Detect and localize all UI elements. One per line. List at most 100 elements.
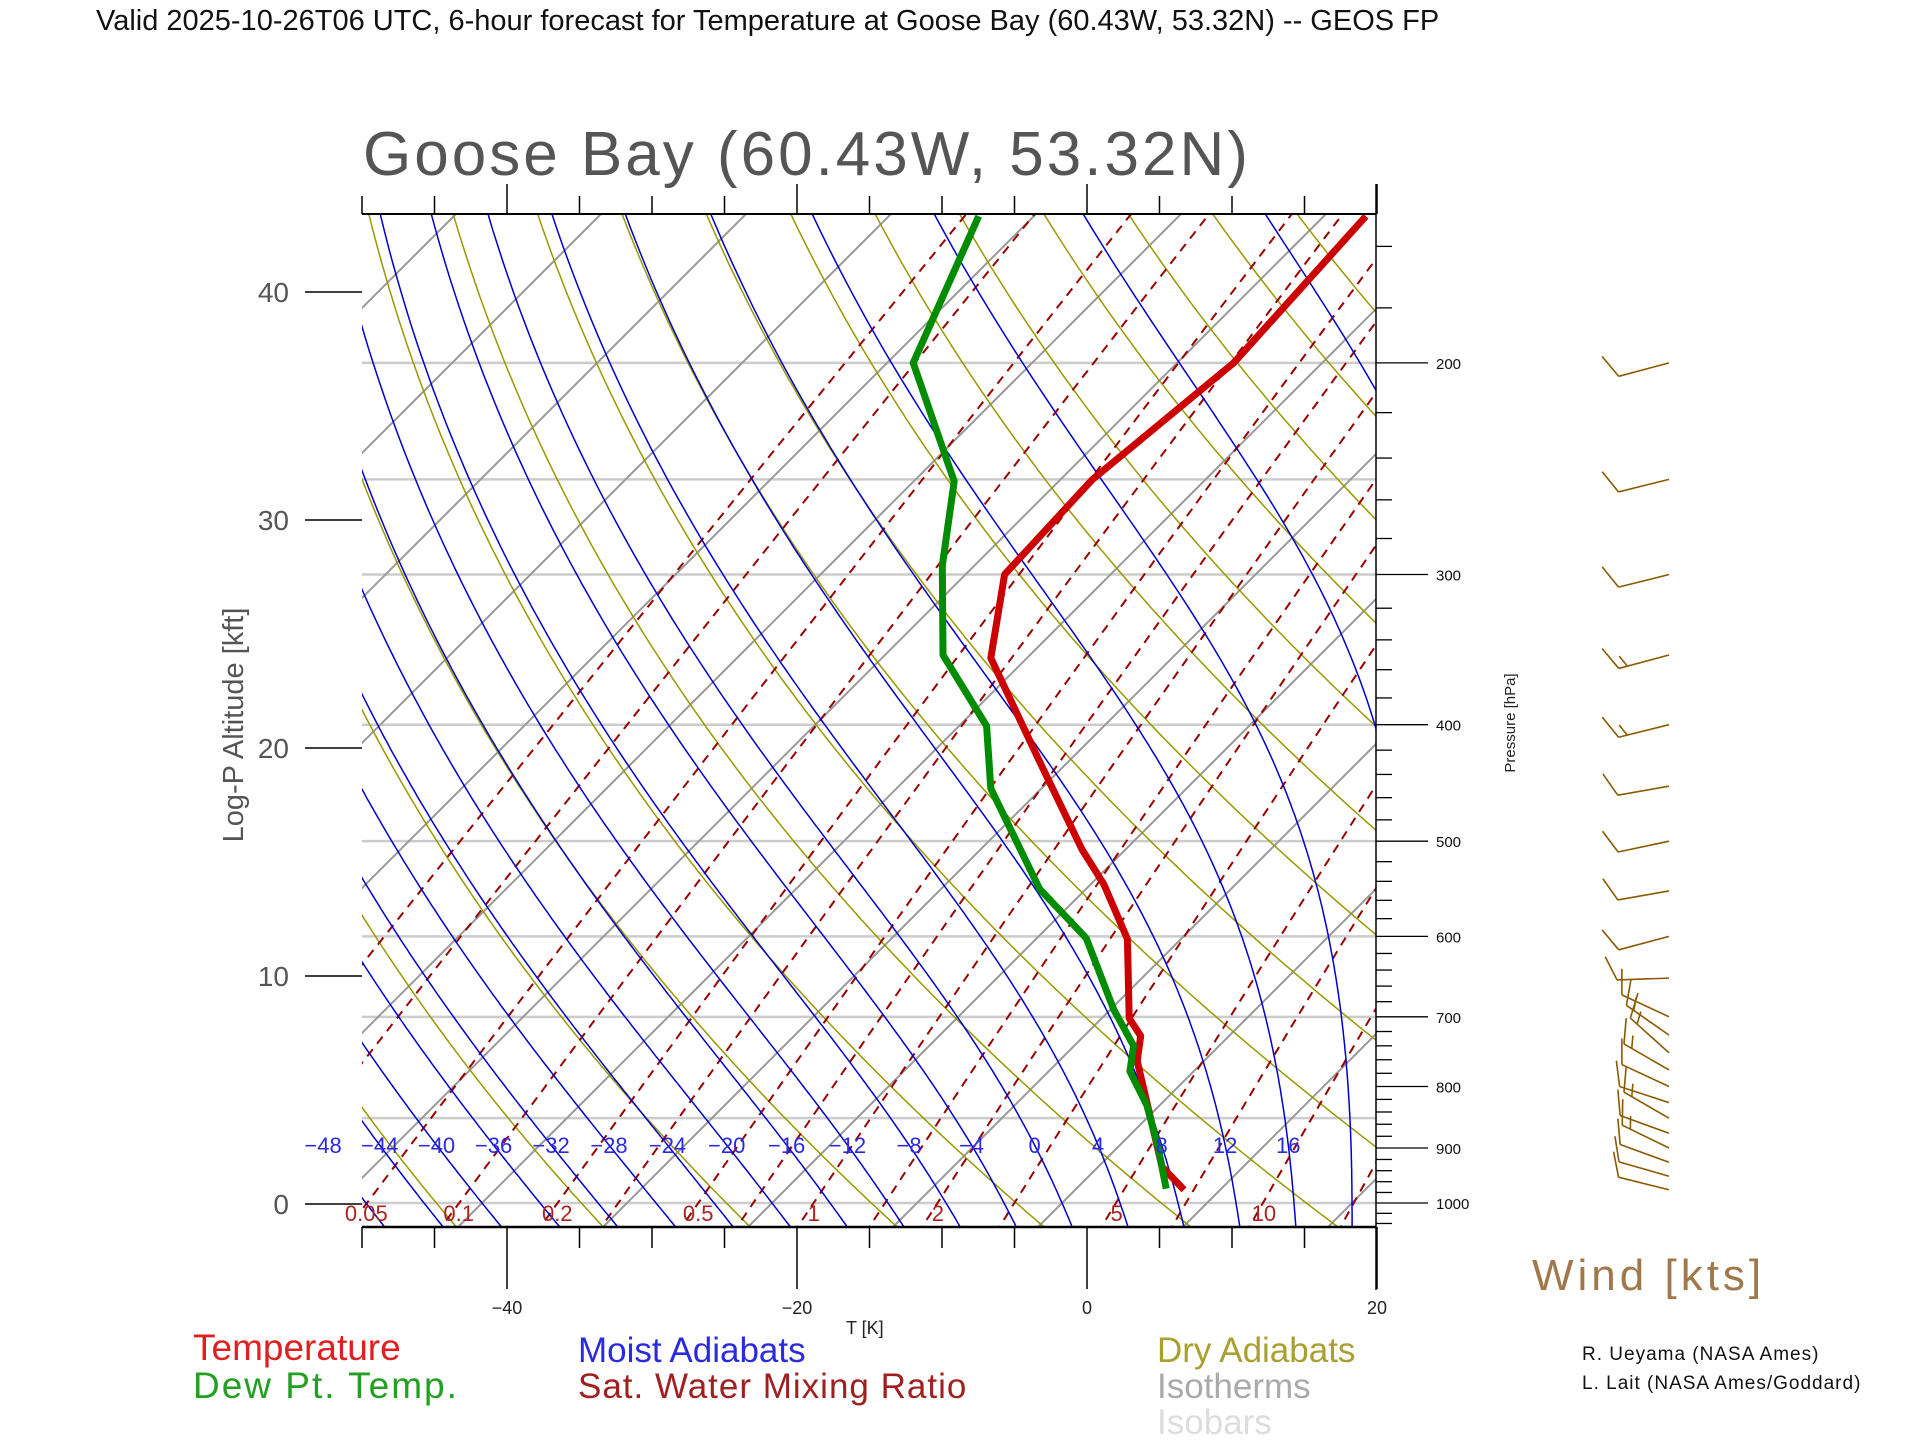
wind-barb bbox=[1602, 878, 1670, 901]
mixing-ratio-label: 1 bbox=[808, 1201, 820, 1226]
pressure-tick-label: 500 bbox=[1436, 834, 1461, 851]
x-axis-label: T [K] bbox=[846, 1318, 884, 1338]
wind-barb-staff bbox=[1629, 1017, 1670, 1054]
moist-adiabat-label: 8 bbox=[1155, 1133, 1167, 1158]
isotherm-line bbox=[601, 452, 1376, 1227]
wind-barb-staff bbox=[1619, 1114, 1670, 1135]
mixing-ratio-line bbox=[735, 320, 1376, 1227]
isotherm-line bbox=[362, 214, 1328, 1180]
dry-adiabat-line bbox=[1296, 214, 1376, 314]
dry-adiabat-line bbox=[1683, 177, 1920, 1234]
mixing-ratio-line bbox=[1100, 783, 1376, 1227]
wind-barb bbox=[1602, 773, 1670, 796]
moist-adiabat-label: −8 bbox=[897, 1133, 922, 1158]
pressure-tick-label: 700 bbox=[1436, 1010, 1461, 1027]
x-tick-label: −20 bbox=[782, 1298, 813, 1318]
legend-dewpoint: Dew Pt. Temp. bbox=[193, 1365, 459, 1406]
dry-adiabat-line bbox=[362, 1106, 458, 1227]
wind-barb bbox=[1601, 471, 1670, 493]
moist-adiabat-line bbox=[362, 692, 735, 1227]
dry-adiabat-line bbox=[789, 214, 1376, 936]
wind-barb-flag bbox=[1617, 1089, 1621, 1116]
line-labels: −48 −44 −40 −36 −32 −28 −24 −20 −16 −12 −8 −4 0 4 8 12 1… bbox=[304, 1133, 1300, 1226]
wind-barb-flag bbox=[1604, 956, 1618, 981]
wind-barb-staff bbox=[1621, 1124, 1670, 1149]
wind-barb bbox=[1621, 968, 1670, 1018]
x-tick-label: 0 bbox=[1082, 1298, 1092, 1318]
isotherm-line bbox=[0, 177, 348, 1234]
isotherm-line bbox=[362, 214, 603, 455]
moist-adiabat-line bbox=[1264, 214, 1376, 392]
mixing-ratio-line bbox=[1404, 177, 1920, 1234]
dry-adiabat-line bbox=[362, 913, 605, 1227]
isotherm-line bbox=[362, 214, 748, 600]
dry-adiabat-line bbox=[1848, 177, 1920, 1234]
dry-adiabat-line bbox=[705, 214, 1376, 1042]
legend-isotherms: Isotherms bbox=[1157, 1367, 1311, 1406]
mixing-ratio-line bbox=[920, 543, 1376, 1227]
wind-barb bbox=[1601, 929, 1670, 951]
wind-barb-staff bbox=[1617, 977, 1670, 981]
wind-barb bbox=[1614, 1136, 1670, 1177]
mixing-ratio-line bbox=[600, 214, 1344, 1227]
wind-barb-half-flag bbox=[1618, 655, 1629, 667]
mixing-ratio-line bbox=[539, 214, 1294, 1227]
wind-barb-flag bbox=[1602, 878, 1619, 901]
y-axis-label: Log-P Altitude [kft] bbox=[218, 608, 250, 843]
y-tick-label: 30 bbox=[258, 505, 289, 536]
wind-barb bbox=[1601, 566, 1670, 588]
wind-barb bbox=[1604, 956, 1670, 981]
moist-adiabat-label: −4 bbox=[959, 1133, 984, 1158]
wind-barb bbox=[1623, 1017, 1670, 1071]
mixing-ratio-line bbox=[362, 214, 1133, 1212]
dry-adiabat-line bbox=[368, 214, 1046, 1227]
wind-barb-staff bbox=[1618, 478, 1670, 493]
background-lines bbox=[0, 177, 1920, 1234]
legend-mixing-ratio: Sat. Water Mixing Ratio bbox=[578, 1367, 967, 1406]
mixing-ratio-label: 0.5 bbox=[683, 1201, 714, 1226]
pressure-tick-label: 400 bbox=[1436, 718, 1461, 735]
moist-adiabat-label: 16 bbox=[1276, 1133, 1300, 1158]
mixing-ratio-line bbox=[1502, 177, 1920, 1234]
axes: −40 −20 0 200102030402003004005006007008009… bbox=[258, 184, 1469, 1318]
moist-adiabat-line bbox=[811, 214, 1297, 1227]
credit-line-2: L. Lait (NASA Ames/Goddard) bbox=[1582, 1373, 1861, 1394]
moist-adiabat-line bbox=[551, 214, 1129, 1227]
wind-barb-staff bbox=[1619, 1085, 1670, 1104]
wind-barb bbox=[1623, 1066, 1670, 1119]
moist-adiabat-label: −48 bbox=[304, 1133, 341, 1158]
wind-barb-staff bbox=[1619, 1143, 1670, 1164]
pressure-tick-label: 200 bbox=[1436, 356, 1461, 373]
wind-barb-flag bbox=[1601, 830, 1619, 853]
isotherm-line bbox=[1181, 1032, 1376, 1227]
temperature-profile-line bbox=[987, 214, 1369, 1193]
wind-barb-flag bbox=[1614, 1136, 1620, 1163]
isotherm-line bbox=[746, 597, 1376, 1227]
wind-barb-staff bbox=[1617, 840, 1670, 853]
wind-barb-flag bbox=[1601, 716, 1620, 738]
credit-line-1: R. Ueyama (NASA Ames) bbox=[1582, 1344, 1819, 1365]
legend-isobars: Isobars bbox=[1157, 1403, 1272, 1440]
wind-barb-staff bbox=[1617, 785, 1670, 796]
dewpoint-profile-line bbox=[909, 214, 1170, 1190]
wind-barb-flag bbox=[1623, 1066, 1628, 1093]
moist-adiabat-line bbox=[379, 214, 962, 1227]
wind-barb bbox=[1601, 355, 1670, 378]
moist-adiabat-line bbox=[362, 787, 677, 1227]
page-title: Valid 2025-10-26T06 UTC, 6-hour forecast… bbox=[96, 5, 1439, 37]
pressure-tick-label: 800 bbox=[1436, 1080, 1461, 1097]
moist-adiabat-line bbox=[1456, 177, 1589, 1234]
x-tick-label: −40 bbox=[492, 1298, 523, 1318]
wind-barb-flag bbox=[1601, 929, 1620, 951]
wind-barb-half-flag bbox=[1618, 724, 1628, 736]
wind-barb bbox=[1601, 830, 1670, 853]
wind-barb-half-flag bbox=[1636, 1011, 1642, 1025]
wind-barb-flag bbox=[1629, 992, 1639, 1019]
mixing-ratio-label: 10 bbox=[1252, 1201, 1276, 1226]
moist-adiabat-line bbox=[430, 214, 1018, 1227]
moist-adiabat-label: 0 bbox=[1028, 1133, 1040, 1158]
isotherm-line bbox=[1326, 1177, 1376, 1227]
moist-adiabat-line bbox=[487, 214, 1074, 1227]
dry-adiabat-line bbox=[1600, 177, 1920, 1234]
wind-barb bbox=[1629, 992, 1670, 1054]
